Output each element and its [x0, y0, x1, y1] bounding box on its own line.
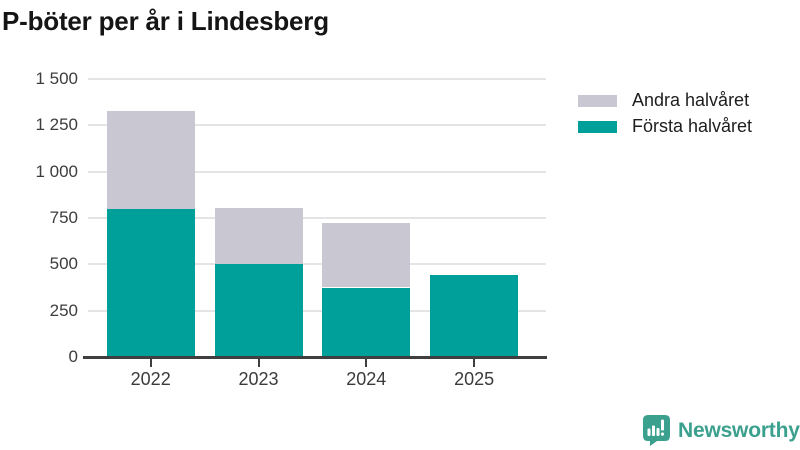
bar-segment [430, 275, 519, 357]
x-axis-tick [473, 359, 476, 367]
y-axis-tick-label: 250 [49, 300, 78, 320]
legend-label-andra-halvaret: Andra halvåret [632, 90, 750, 110]
y-axis-tick-label: 0 [68, 347, 78, 366]
x-axis-tick [365, 359, 368, 367]
legend-swatch-forsta-halvaret [578, 120, 617, 133]
bar-segment [322, 287, 411, 357]
gridline-750 [88, 217, 546, 219]
x-axis-tick-label: 2024 [346, 369, 387, 389]
y-axis-tick-label: 1 000 [35, 161, 78, 181]
logo-bar-1 [647, 428, 651, 436]
y-axis-tick-label: 1 500 [35, 69, 78, 88]
logo-exclamation-dot [661, 432, 664, 436]
x-axis-tick [257, 359, 260, 367]
gridline-1500 [88, 78, 546, 80]
newsworthy-logo-icon [643, 415, 670, 446]
x-axis-tick-label: 2022 [130, 369, 171, 389]
x-axis-line [83, 356, 547, 359]
legend-item-andra-halvaret: Andra halvåret [578, 90, 752, 111]
bar-segment [322, 222, 411, 288]
logo-bar-2 [652, 425, 655, 436]
bar-segment [214, 264, 303, 357]
gridline-1000 [88, 170, 546, 173]
legend-item-forsta-halvaret: Första halvåret [578, 116, 752, 137]
brand-name: Newsworthy [678, 418, 800, 442]
y-axis-tick-label: 500 [49, 254, 78, 274]
legend-label-forsta-halvaret: Första halvåret [632, 116, 753, 136]
gridline-500 [88, 263, 546, 266]
y-axis-tick-label: 750 [49, 208, 78, 227]
logo-bar-3 [656, 428, 660, 436]
logo-exclamation-bar [661, 419, 664, 431]
y-axis-tick-label: 1 250 [35, 115, 78, 135]
chart-title: P-böter per år i Lindesberg [2, 6, 329, 36]
x-axis-tick-label: 2023 [238, 369, 279, 389]
x-axis-tick-label: 2025 [454, 369, 495, 389]
bar-segment [106, 208, 195, 357]
gridline-250 [88, 309, 546, 312]
x-axis-tick [149, 359, 152, 367]
bar-segment [106, 110, 195, 209]
brand-footer: Newsworthy [643, 415, 800, 446]
legend: Andra halvåret Första halvåret [578, 90, 752, 137]
bar-segment [214, 207, 303, 265]
gridline-1250 [88, 124, 546, 127]
legend-swatch-andra-halvaret [578, 94, 617, 107]
